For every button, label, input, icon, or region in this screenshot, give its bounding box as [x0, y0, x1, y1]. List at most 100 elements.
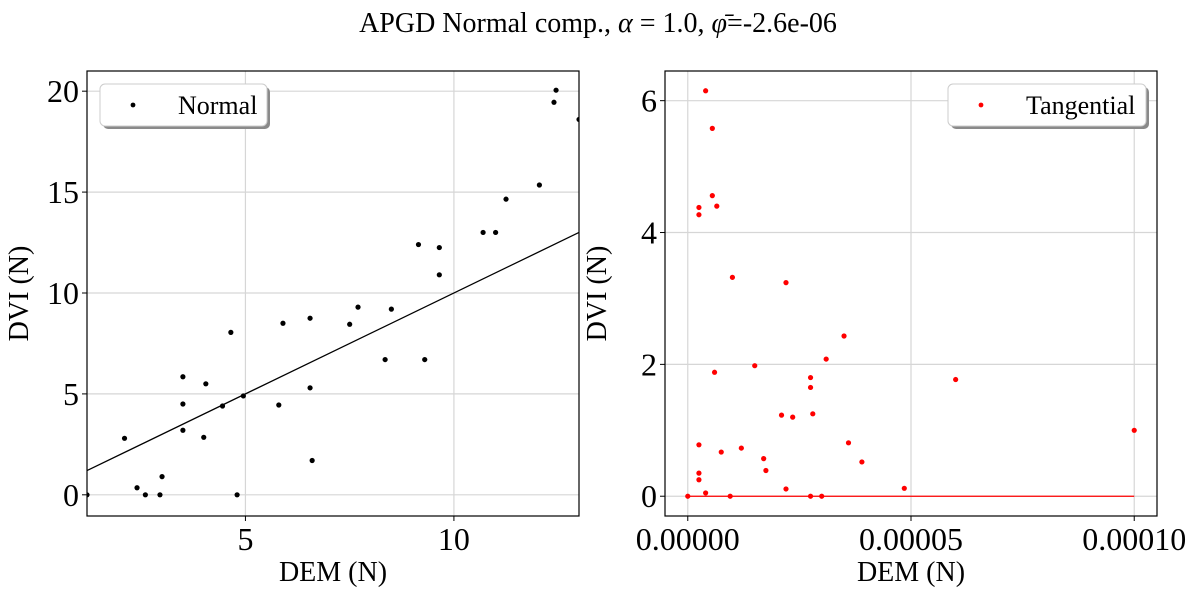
data-point — [309, 457, 315, 464]
legend-label: Normal — [178, 91, 257, 120]
data-point — [729, 274, 736, 280]
legend-label: Tangential — [1026, 91, 1135, 120]
data-point — [307, 385, 313, 391]
plot-area — [87, 87, 579, 498]
y-tick-label: 4 — [641, 215, 657, 251]
normal-panel: 5 10 0 5 10 15 20 DEM (N) DVI (N) Normal — [4, 70, 580, 588]
data-point — [714, 203, 720, 209]
data-point — [810, 411, 816, 417]
y-tick-label: 0 — [63, 477, 79, 513]
data-point — [436, 272, 442, 278]
data-point — [790, 414, 796, 420]
data-point — [763, 467, 769, 474]
data-point — [711, 369, 718, 375]
data-point — [180, 374, 186, 380]
x-axis-label: DEM (N) — [857, 557, 965, 588]
y-axis-label: DVI (N) — [582, 246, 613, 342]
title-alpha-symbol: α — [618, 8, 633, 39]
plot-area — [685, 88, 1137, 499]
data-point — [134, 485, 140, 491]
data-point — [201, 434, 207, 440]
data-point — [415, 241, 422, 248]
data-point — [355, 304, 361, 310]
data-point — [823, 356, 829, 362]
data-point — [480, 229, 486, 236]
data-point — [696, 442, 702, 448]
data-point — [551, 99, 557, 105]
data-point — [738, 445, 744, 451]
x-tick-label: 10 — [438, 521, 470, 557]
data-point — [709, 125, 715, 131]
data-point — [436, 244, 442, 251]
legend-box — [947, 83, 1147, 127]
data-point — [503, 196, 509, 202]
y-tick-label: 10 — [47, 275, 79, 311]
data-point — [845, 440, 852, 446]
data-point — [87, 492, 90, 498]
data-point — [121, 435, 128, 441]
data-point — [1131, 427, 1137, 433]
data-point — [180, 427, 186, 433]
data-point — [234, 492, 240, 498]
data-point — [180, 401, 186, 407]
title-phi-symbol: φ̄ — [711, 8, 728, 39]
data-point — [783, 280, 789, 286]
data-point — [536, 182, 542, 188]
x-axis-label: DEM (N) — [279, 557, 387, 588]
data-point — [841, 333, 847, 339]
data-point — [709, 193, 715, 199]
figure-title: APGD Normal comp., α = 1.0, φ̄=-2.6e-06 — [0, 8, 1196, 40]
data-point — [696, 204, 702, 211]
data-point — [783, 486, 789, 492]
data-point — [953, 376, 959, 383]
data-point — [807, 384, 814, 391]
data-point — [901, 485, 907, 491]
x-tick-label: 0.00010 — [1082, 521, 1186, 557]
data-point — [159, 474, 165, 480]
data-point — [752, 363, 758, 369]
data-point — [422, 356, 428, 363]
data-point — [228, 329, 234, 335]
data-point — [157, 492, 163, 498]
data-point — [703, 88, 709, 94]
legend: Normal — [99, 83, 270, 129]
legend-marker — [130, 102, 136, 108]
data-point — [696, 212, 702, 218]
data-point — [276, 402, 282, 408]
data-point — [696, 477, 702, 483]
x-tick-label: 0.00005 — [859, 521, 963, 557]
x-tick-label: 0.00000 — [636, 521, 740, 557]
data-point — [807, 374, 814, 381]
legend-marker — [978, 102, 984, 108]
data-point — [280, 320, 286, 326]
data-point — [347, 321, 353, 327]
title-phi-value: =-2.6e-06 — [727, 8, 837, 39]
y-tick-label: 20 — [47, 73, 79, 109]
data-point — [553, 87, 559, 93]
data-point — [859, 459, 865, 465]
data-point — [718, 449, 724, 455]
x-tick-label: 5 — [237, 521, 253, 557]
data-point — [307, 315, 313, 321]
title-alpha-value: = 1.0, — [632, 8, 712, 39]
data-point — [388, 306, 394, 312]
tangential-panel: 0.00000 0.00005 0.00010 0 2 4 6 DEM (N) DVI (N) T… — [582, 70, 1186, 588]
fit-line — [87, 231, 579, 472]
data-point — [696, 470, 702, 476]
axes-frame — [86, 70, 580, 517]
data-point — [142, 492, 148, 498]
y-tick-label: 2 — [641, 346, 657, 382]
y-tick-label: 15 — [47, 174, 79, 210]
y-tick-label: 0 — [641, 478, 657, 514]
y-tick-label: 5 — [63, 376, 79, 412]
data-point — [382, 356, 388, 363]
data-point — [203, 381, 209, 387]
data-point — [761, 456, 767, 462]
y-tick-label: 6 — [641, 83, 657, 119]
data-point — [703, 490, 709, 496]
legend: Tangential — [947, 83, 1149, 129]
y-axis-label: DVI (N) — [4, 246, 35, 342]
data-point — [778, 412, 785, 418]
data-point — [493, 229, 499, 236]
